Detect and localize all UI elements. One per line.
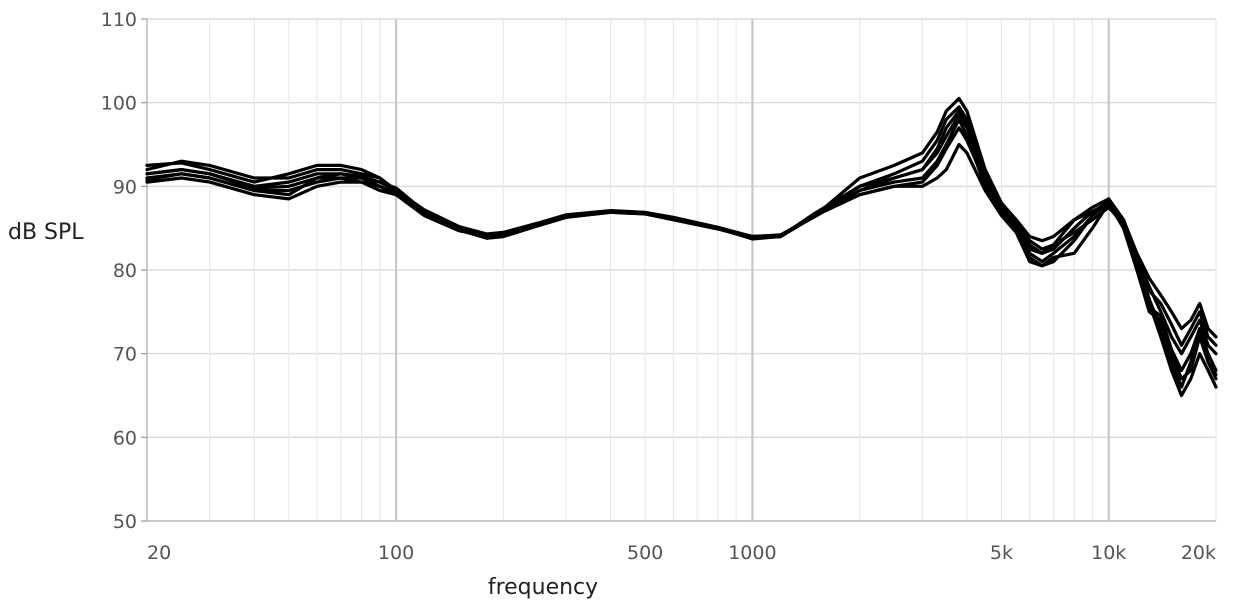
x-tick-label: 5k [990, 542, 1013, 564]
x-tick-label: 20k [1181, 542, 1216, 564]
x-tick-label: 10k [1091, 542, 1126, 564]
x-tick-label: 20 [147, 542, 171, 564]
y-tick-label: 60 [113, 427, 137, 449]
x-tick-label: 1000 [728, 542, 776, 564]
y-tick-label: 70 [113, 344, 137, 366]
y-tick-label: 80 [113, 260, 137, 282]
y-tick-labels: 50 60 70 80 90 100 110 [101, 9, 147, 533]
series-line [145, 105, 1218, 389]
series-line [145, 113, 1218, 381]
y-tick-label: 110 [101, 9, 137, 31]
x-tick-labels: 20 100 500 1000 5k 10k 20k [147, 542, 1216, 564]
series-lines [145, 96, 1218, 398]
y-tick-label: 100 [101, 93, 137, 115]
series-line [145, 109, 1218, 377]
y-axis-label: dB SPL [8, 220, 84, 245]
x-tick-label: 100 [378, 542, 414, 564]
x-tick-label: 500 [627, 542, 663, 564]
series-line [145, 117, 1218, 339]
x-axis-label: frequency [488, 575, 598, 600]
grid [146, 18, 1217, 522]
y-tick-label: 50 [113, 511, 137, 533]
y-tick-label: 90 [113, 176, 137, 198]
